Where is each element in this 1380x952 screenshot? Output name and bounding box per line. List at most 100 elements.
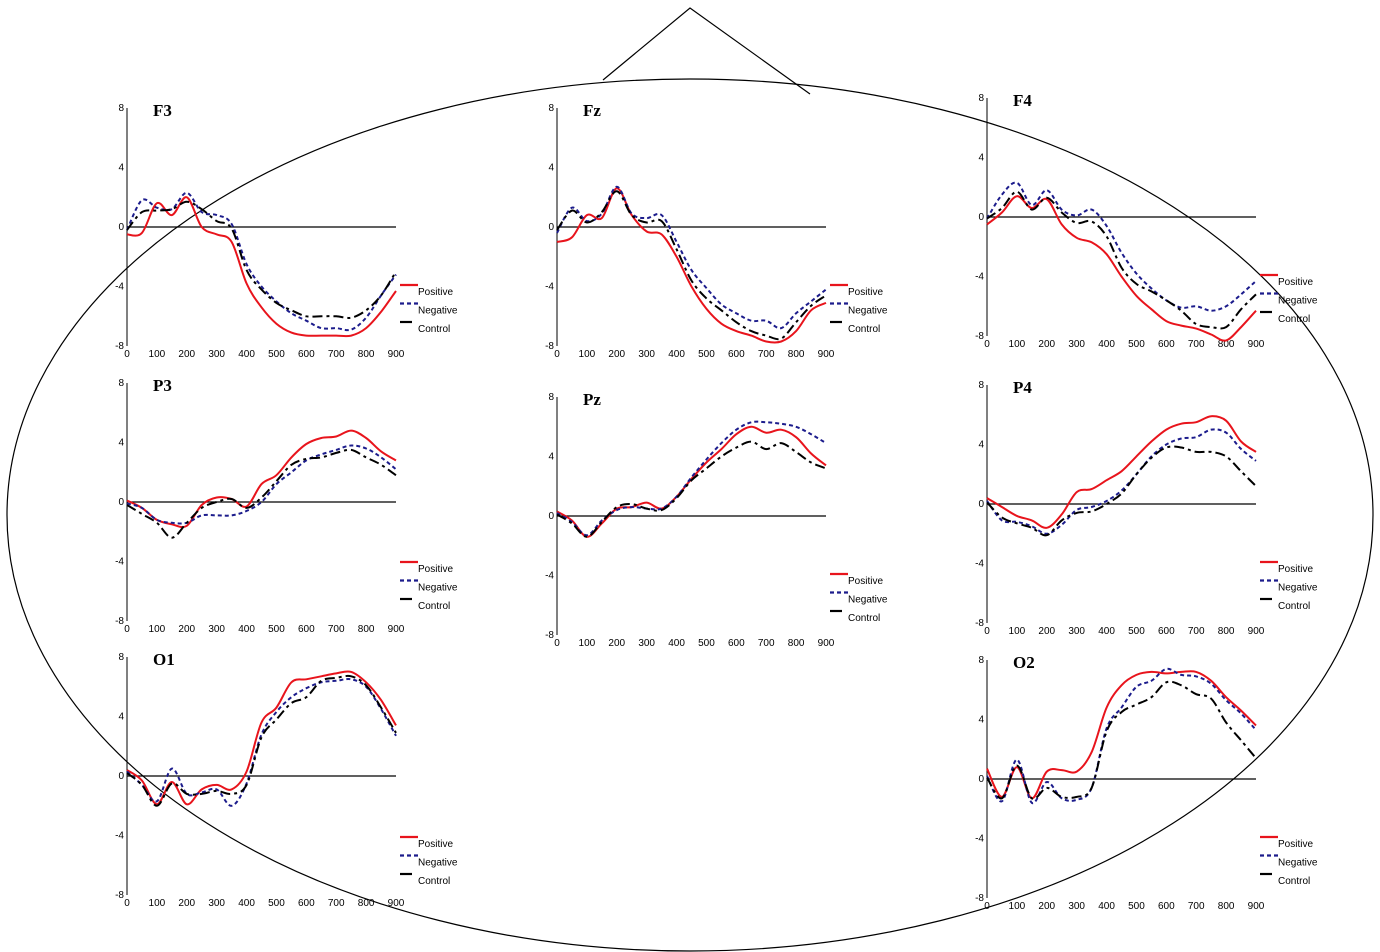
y-tick-label: 4 bbox=[118, 438, 124, 449]
panel-title: Fz bbox=[583, 101, 601, 120]
x-tick-label: 700 bbox=[758, 638, 775, 649]
x-tick-label: 200 bbox=[1038, 339, 1055, 350]
x-tick-label: 300 bbox=[208, 898, 225, 909]
x-tick-label: 600 bbox=[728, 638, 745, 649]
series-line-negative bbox=[986, 428, 1257, 535]
legend-label-control: Control bbox=[1278, 601, 1310, 612]
x-tick-label: 700 bbox=[1188, 626, 1205, 637]
panel-title: P3 bbox=[153, 376, 172, 395]
x-tick-label: 200 bbox=[1038, 901, 1055, 912]
x-tick-label: 500 bbox=[1128, 339, 1145, 350]
series-line-positive bbox=[556, 425, 827, 538]
legend-pz: Positive Negative Control bbox=[830, 572, 888, 624]
erp-panel-p4: 840-4-80 100 200 300 400 500 600 700 800 900P4Pos… bbox=[975, 378, 1318, 637]
x-tick-label: 800 bbox=[358, 349, 375, 360]
series-line-control bbox=[986, 445, 1257, 537]
nose-outline bbox=[602, 7, 811, 95]
legend-label-control: Control bbox=[418, 876, 450, 887]
series-line-positive bbox=[986, 195, 1257, 342]
legend-label-positive: Positive bbox=[1278, 839, 1313, 850]
y-tick-label: 4 bbox=[118, 163, 124, 174]
y-tick-label: 8 bbox=[118, 103, 124, 114]
x-tick-label: 100 bbox=[579, 638, 596, 649]
series-line-negative bbox=[126, 444, 397, 525]
x-tick-label: 0 bbox=[984, 339, 990, 350]
legend-f3: Positive Negative Control bbox=[400, 283, 458, 335]
x-tick-label: 0 bbox=[124, 624, 130, 635]
x-tick-label: 700 bbox=[1188, 339, 1205, 350]
x-tick-label: 0 bbox=[124, 349, 130, 360]
legend-label-negative: Negative bbox=[1278, 583, 1318, 594]
erp-panel-fz: 840-4-80 100 200 300 400 500 600 700 800 900FzPos… bbox=[545, 101, 888, 360]
panel-title: O2 bbox=[1013, 653, 1035, 672]
legend-p3: Positive Negative Control bbox=[400, 560, 458, 612]
x-tick-label: 600 bbox=[298, 349, 315, 360]
legend-o2: Positive Negative Control bbox=[1260, 835, 1318, 887]
series-line-negative bbox=[126, 191, 397, 332]
x-tick-label: 900 bbox=[1248, 626, 1265, 637]
legend-o1: Positive Negative Control bbox=[400, 835, 458, 887]
x-tick-label: 800 bbox=[1218, 626, 1235, 637]
x-tick-label: 800 bbox=[788, 349, 805, 360]
y-tick-label: 8 bbox=[978, 655, 984, 666]
x-tick-label: 0 bbox=[554, 349, 560, 360]
y-tick-label: 4 bbox=[978, 440, 984, 451]
x-tick-label: 800 bbox=[1218, 901, 1235, 912]
x-tick-label: 400 bbox=[238, 349, 255, 360]
y-tick-label: 0 bbox=[118, 222, 124, 233]
x-tick-label: 600 bbox=[728, 349, 745, 360]
legend-label-negative: Negative bbox=[1278, 296, 1318, 307]
legend-label-negative: Negative bbox=[848, 306, 888, 317]
series-line-negative bbox=[986, 667, 1257, 804]
x-tick-label: 300 bbox=[638, 349, 655, 360]
legend-label-negative: Negative bbox=[418, 306, 458, 317]
y-tick-label: -4 bbox=[115, 831, 124, 842]
x-tick-label: 0 bbox=[984, 626, 990, 637]
x-tick-label: 800 bbox=[1218, 339, 1235, 350]
x-tick-label: 700 bbox=[328, 898, 345, 909]
y-tick-label: 4 bbox=[978, 153, 984, 164]
y-tick-label: -4 bbox=[975, 559, 984, 570]
series-line-control bbox=[126, 448, 397, 539]
series-line-control bbox=[126, 674, 397, 807]
legend-label-positive: Positive bbox=[418, 839, 453, 850]
series-line-negative bbox=[556, 420, 827, 537]
y-tick-label: 4 bbox=[548, 163, 554, 174]
legend-label-control: Control bbox=[1278, 314, 1310, 325]
x-tick-label: 600 bbox=[1158, 339, 1175, 350]
legend-f4: Positive Negative Control bbox=[1260, 273, 1318, 325]
x-tick-label: 100 bbox=[149, 624, 166, 635]
series-line-control bbox=[126, 200, 397, 319]
x-tick-label: 700 bbox=[328, 349, 345, 360]
x-tick-label: 200 bbox=[178, 898, 195, 909]
y-tick-label: -4 bbox=[115, 282, 124, 293]
x-tick-label: 900 bbox=[1248, 901, 1265, 912]
y-tick-label: 0 bbox=[548, 222, 554, 233]
legend-label-negative: Negative bbox=[418, 858, 458, 869]
x-tick-label: 400 bbox=[1098, 901, 1115, 912]
y-tick-label: -8 bbox=[975, 893, 984, 904]
x-tick-label: 400 bbox=[238, 898, 255, 909]
y-tick-label: -4 bbox=[545, 571, 554, 582]
x-tick-label: 500 bbox=[698, 638, 715, 649]
y-tick-label: 8 bbox=[118, 378, 124, 389]
y-tick-label: 0 bbox=[978, 212, 984, 223]
x-tick-label: 900 bbox=[388, 898, 405, 909]
x-tick-label: 0 bbox=[984, 901, 990, 912]
legend-label-positive: Positive bbox=[1278, 564, 1313, 575]
y-tick-label: 4 bbox=[118, 712, 124, 723]
x-tick-label: 900 bbox=[388, 624, 405, 635]
y-tick-label: -8 bbox=[975, 331, 984, 342]
x-tick-label: 100 bbox=[1009, 626, 1026, 637]
x-tick-label: 800 bbox=[358, 624, 375, 635]
legend-label-control: Control bbox=[848, 613, 880, 624]
head-outline bbox=[6, 78, 1374, 952]
x-tick-label: 600 bbox=[298, 624, 315, 635]
x-tick-label: 500 bbox=[698, 349, 715, 360]
panel-title: F4 bbox=[1013, 91, 1032, 110]
x-tick-label: 900 bbox=[818, 638, 835, 649]
x-tick-label: 700 bbox=[1188, 901, 1205, 912]
y-tick-label: -8 bbox=[115, 890, 124, 901]
y-tick-label: -8 bbox=[115, 341, 124, 352]
